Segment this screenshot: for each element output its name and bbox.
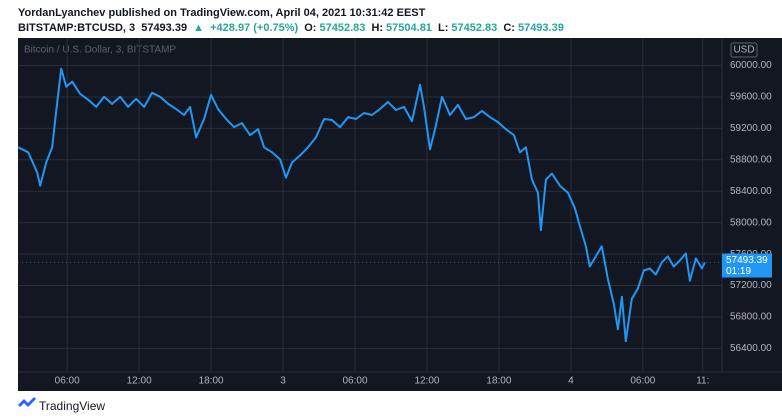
x-tick-label: 12:00 xyxy=(414,376,439,387)
x-tick-label: 3 xyxy=(280,376,286,387)
x-tick-label: 06:00 xyxy=(630,376,655,387)
arrow: ▲ xyxy=(193,22,205,34)
x-tick-label: 18:00 xyxy=(199,376,224,387)
high: 57504.81 xyxy=(386,22,432,34)
quote-line: BITSTAMP:BTCUSD, 3 57493.39 ▲ +428.97 (+… xyxy=(18,22,567,34)
y-tick-label: 58400.00 xyxy=(730,186,772,197)
symbol: BITSTAMP:BTCUSD, 3 xyxy=(18,22,136,34)
open: 57452.83 xyxy=(319,22,366,34)
x-tick-label: 06:00 xyxy=(55,376,80,387)
high-label: H: xyxy=(371,22,384,34)
last-price-label: 57493.39 xyxy=(726,255,768,266)
price-line xyxy=(17,67,706,343)
legend: Bitcoin / U.S. Dollar, 3, BITSTAMP xyxy=(24,45,176,56)
last-price-box xyxy=(722,253,772,278)
close-label: C: xyxy=(503,22,515,34)
open-label: O: xyxy=(304,22,317,34)
x-tick-label: 18:00 xyxy=(486,376,511,387)
low: 57452.83 xyxy=(451,22,498,34)
x-tick-label: 12:00 xyxy=(127,376,152,387)
chart-bg xyxy=(18,38,782,391)
y-tick-label: 58800.00 xyxy=(730,154,772,165)
x-tick-label: 11: xyxy=(696,376,709,387)
y-tick-label: 58000.00 xyxy=(730,217,772,228)
low-label: L: xyxy=(438,22,449,34)
x-tick-label: 4 xyxy=(568,376,574,387)
x-tick-label: 06:00 xyxy=(342,376,367,387)
y-tick-label: 57200.00 xyxy=(730,280,772,291)
currency: USD xyxy=(733,45,754,56)
y-tick-label: 60000.00 xyxy=(730,60,772,71)
y-tick-label: 56400.00 xyxy=(730,343,772,354)
y-tick-label: 59600.00 xyxy=(730,92,772,103)
countdown: 01:19 xyxy=(726,266,751,277)
logo-icon xyxy=(18,397,36,407)
currency-box xyxy=(730,42,758,58)
last: 57493.39 xyxy=(141,22,188,34)
change: +428.97 (+0.75%) xyxy=(210,22,299,34)
close: 57493.39 xyxy=(517,22,564,34)
y-tick-label: 59200.00 xyxy=(730,123,772,134)
brand: TradingView xyxy=(39,399,105,413)
y-tick-label: 56800.00 xyxy=(730,312,772,323)
byline: YordanLyanchev published on TradingView.… xyxy=(18,7,426,19)
logo: TradingView xyxy=(18,397,105,413)
